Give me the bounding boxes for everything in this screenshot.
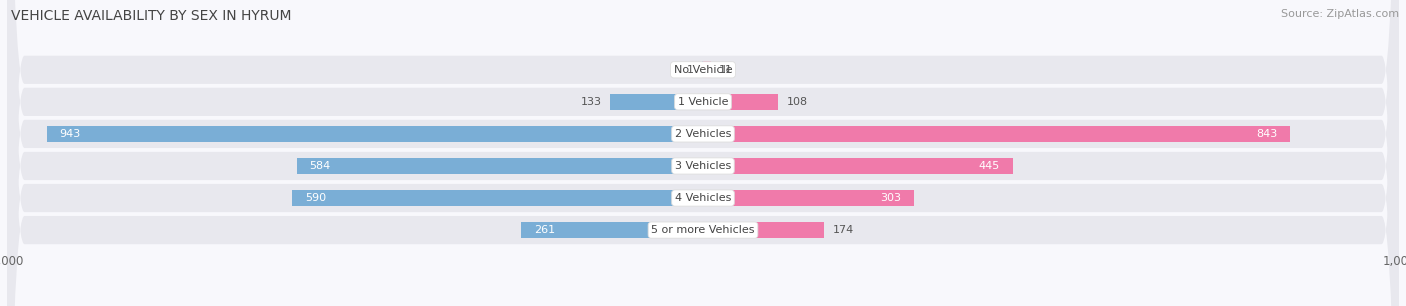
Text: 2 Vehicles: 2 Vehicles	[675, 129, 731, 139]
Text: 133: 133	[581, 97, 602, 107]
Text: 3 Vehicles: 3 Vehicles	[675, 161, 731, 171]
Text: Source: ZipAtlas.com: Source: ZipAtlas.com	[1281, 9, 1399, 19]
Text: 5 or more Vehicles: 5 or more Vehicles	[651, 225, 755, 235]
FancyBboxPatch shape	[7, 0, 1399, 306]
FancyBboxPatch shape	[7, 0, 1399, 306]
Text: 843: 843	[1256, 129, 1277, 139]
Bar	[610, 94, 703, 110]
Bar	[703, 222, 824, 238]
Text: 943: 943	[59, 129, 80, 139]
Text: VEHICLE AVAILABILITY BY SEX IN HYRUM: VEHICLE AVAILABILITY BY SEX IN HYRUM	[11, 9, 292, 23]
Text: 445: 445	[979, 161, 1000, 171]
Text: 303: 303	[880, 193, 901, 203]
FancyBboxPatch shape	[7, 0, 1399, 306]
Bar	[46, 125, 703, 142]
Text: 1 Vehicle: 1 Vehicle	[678, 97, 728, 107]
Text: 1: 1	[688, 65, 695, 75]
Text: 174: 174	[832, 225, 853, 235]
Text: 11: 11	[718, 65, 733, 75]
Bar	[297, 158, 703, 174]
Text: 4 Vehicles: 4 Vehicles	[675, 193, 731, 203]
Text: 584: 584	[309, 161, 330, 171]
Bar	[703, 190, 914, 206]
FancyBboxPatch shape	[7, 0, 1399, 306]
Text: 108: 108	[786, 97, 807, 107]
FancyBboxPatch shape	[7, 0, 1399, 306]
Text: 590: 590	[305, 193, 326, 203]
Bar	[703, 62, 710, 78]
Bar	[703, 125, 1289, 142]
Text: 261: 261	[534, 225, 555, 235]
Bar	[703, 158, 1012, 174]
FancyBboxPatch shape	[7, 0, 1399, 306]
Text: No Vehicle: No Vehicle	[673, 65, 733, 75]
Bar	[703, 94, 778, 110]
Bar	[292, 190, 703, 206]
Bar	[522, 222, 703, 238]
